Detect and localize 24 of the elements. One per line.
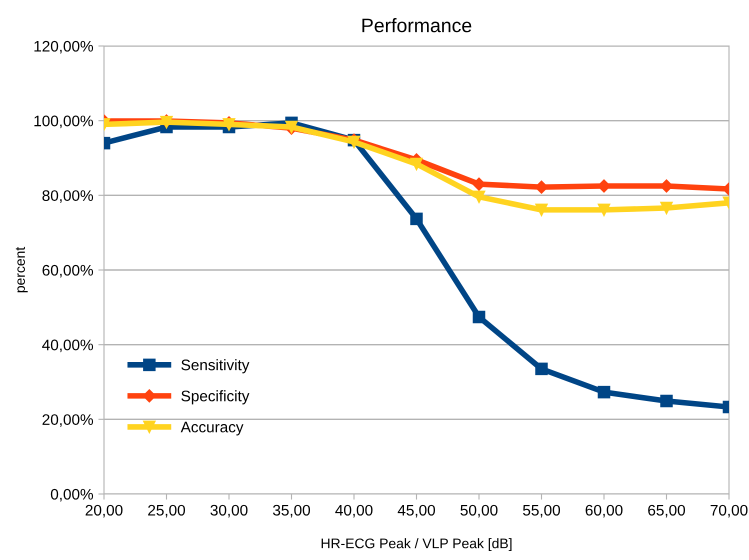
y-tick-label: 20,00% xyxy=(42,414,94,427)
legend-label: Accuracy xyxy=(180,422,244,436)
x-tick-label: 40,00 xyxy=(335,504,373,518)
legend-label: Sensitivity xyxy=(181,359,250,374)
y-tick-label: 100,00% xyxy=(34,116,94,128)
x-tick-label: 60,00 xyxy=(586,504,623,518)
x-tick-label: 55,00 xyxy=(522,504,560,518)
y-tick-label: 80,00% xyxy=(42,190,94,203)
x-tick-label: 45,00 xyxy=(398,504,436,518)
y-tick-label: 60,00% xyxy=(42,264,94,278)
x-tick-label: 20,00 xyxy=(86,504,123,518)
legend-label: Specificity xyxy=(181,390,250,404)
chart-title: Performance xyxy=(362,18,472,32)
x-tick-label: 65,00 xyxy=(648,504,686,518)
y-tick-label: 40,00% xyxy=(42,340,94,352)
y-tick-label: 0,00% xyxy=(50,488,94,502)
y-tick-label: 120,00% xyxy=(34,40,94,54)
x-tick-label: 25,00 xyxy=(148,504,186,518)
y-axis-title: percent xyxy=(16,246,28,292)
x-tick-label: 70,00 xyxy=(710,504,748,518)
x-axis-title: HR-ECG Peak / VLP Peak [dB] xyxy=(322,538,512,552)
x-tick-label: 50,00 xyxy=(460,504,498,518)
x-tick-label: 30,00 xyxy=(210,504,248,518)
x-tick-label: 35,00 xyxy=(272,504,310,518)
